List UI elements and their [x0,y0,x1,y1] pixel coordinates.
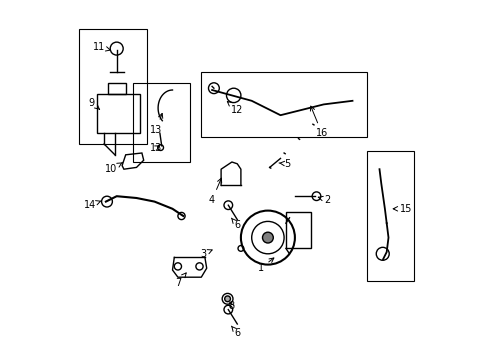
Circle shape [224,296,230,302]
Bar [285,212,310,248]
Bar [201,72,366,137]
Text: 8: 8 [228,301,234,311]
Bar [366,151,413,281]
Text: 14: 14 [83,200,101,210]
Text: 12: 12 [227,102,243,115]
Bar [133,83,190,162]
Text: 13: 13 [150,113,163,135]
Text: 16: 16 [310,106,327,138]
Text: 6: 6 [231,326,240,338]
Bar [107,83,125,94]
Text: 9: 9 [88,98,100,109]
Text: 6: 6 [231,218,240,230]
Text: 3: 3 [200,249,212,259]
Circle shape [262,232,273,243]
Text: 13: 13 [150,143,162,153]
Text: 5: 5 [279,159,290,169]
Text: 15: 15 [392,204,412,214]
Text: 4: 4 [208,178,221,205]
Bar [79,29,147,144]
Text: 7: 7 [174,273,186,288]
Bar [97,94,140,133]
Text: 1: 1 [257,258,273,273]
Text: 11: 11 [92,42,110,52]
Text: 2: 2 [318,195,330,205]
Text: 10: 10 [105,162,122,174]
